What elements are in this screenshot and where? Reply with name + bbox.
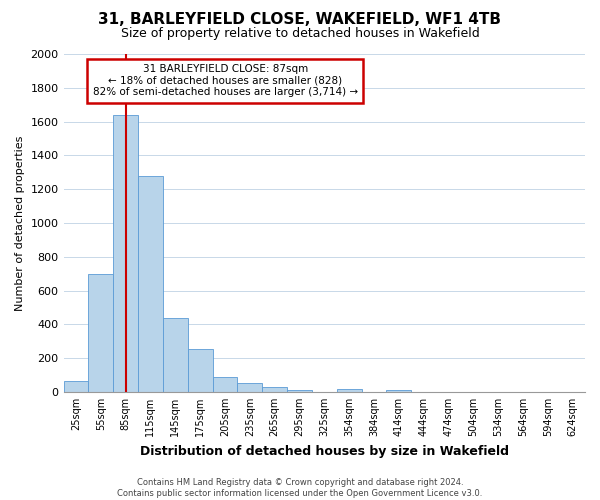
Y-axis label: Number of detached properties: Number of detached properties — [15, 136, 25, 310]
Bar — [386, 390, 411, 392]
X-axis label: Distribution of detached houses by size in Wakefield: Distribution of detached houses by size … — [140, 444, 509, 458]
Bar — [238, 384, 262, 392]
Text: Size of property relative to detached houses in Wakefield: Size of property relative to detached ho… — [121, 28, 479, 40]
Bar — [262, 387, 287, 392]
Bar — [287, 390, 312, 392]
Text: 31 BARLEYFIELD CLOSE: 87sqm
← 18% of detached houses are smaller (828)
82% of se: 31 BARLEYFIELD CLOSE: 87sqm ← 18% of det… — [92, 64, 358, 98]
Text: Contains HM Land Registry data © Crown copyright and database right 2024.
Contai: Contains HM Land Registry data © Crown c… — [118, 478, 482, 498]
Bar — [113, 115, 138, 392]
Bar — [64, 381, 88, 392]
Bar — [88, 274, 113, 392]
Bar — [337, 390, 362, 392]
Text: 31, BARLEYFIELD CLOSE, WAKEFIELD, WF1 4TB: 31, BARLEYFIELD CLOSE, WAKEFIELD, WF1 4T… — [98, 12, 502, 28]
Bar — [138, 176, 163, 392]
Bar — [163, 318, 188, 392]
Bar — [212, 376, 238, 392]
Bar — [188, 349, 212, 392]
